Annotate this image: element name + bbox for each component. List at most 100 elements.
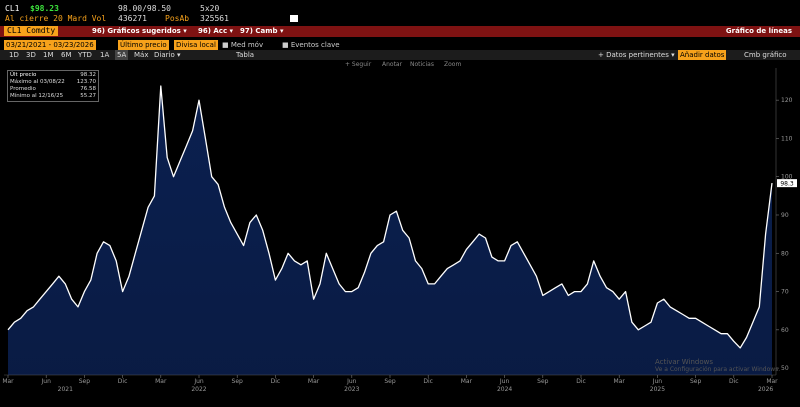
- watermark-title: Activar Windows: [655, 358, 713, 366]
- tool[interactable]: Noticias: [410, 61, 434, 68]
- x-tick-label: Jun: [652, 378, 663, 385]
- field[interactable]: Último precio: [118, 40, 169, 50]
- x-tick-label: Jun: [346, 378, 357, 385]
- legend-name: Últ precio: [10, 72, 37, 78]
- price: $98.23: [30, 4, 59, 13]
- tool[interactable]: Anotar: [382, 61, 403, 68]
- x-tick-label: Dic: [576, 378, 586, 385]
- y-tick-label: 110: [781, 135, 793, 142]
- table[interactable]: Tabla: [236, 51, 255, 59]
- legend-value: 76.58: [80, 86, 96, 92]
- range[interactable]: 5A: [115, 50, 129, 60]
- range[interactable]: YTD: [78, 51, 92, 59]
- legend-entry: Máximo al 03/08/22 123.70: [10, 79, 96, 86]
- last-price-label: 98.3: [780, 180, 794, 187]
- y-tick-label: 100: [781, 174, 793, 181]
- watermark-text: Ve a Configuración para activar Windows.: [655, 366, 781, 373]
- legend-name: Mínimo al 12/16/25: [10, 93, 64, 99]
- open-int-label: PosAb: [165, 14, 190, 23]
- x-tick-label: Dic: [271, 378, 281, 385]
- change-chart[interactable]: Cmb gráfico: [744, 51, 787, 59]
- toggle[interactable]: ■ Eventos clave: [282, 41, 340, 49]
- year-label: 2025: [650, 386, 665, 393]
- currency[interactable]: Divisa local: [174, 40, 218, 50]
- y-tick-label: 70: [781, 289, 789, 296]
- x-tick-label: Jun: [499, 378, 510, 385]
- legend-value: 55.27: [80, 93, 96, 99]
- tool[interactable]: Zoom: [444, 61, 462, 68]
- legend-entry: Últ precio 98.32: [10, 72, 96, 79]
- last-price-tag: [777, 179, 797, 188]
- range[interactable]: 1D: [9, 51, 19, 59]
- x-tick-label: Sep: [232, 378, 244, 385]
- legend-value: 123.70: [76, 79, 96, 85]
- tools-row: + Seguir Anotar Noticias Zoom: [0, 60, 800, 70]
- y-tick-label: 60: [781, 327, 789, 334]
- y-tick-label: 90: [781, 212, 789, 219]
- legend-name: Máximo al 03/08/22: [10, 79, 65, 85]
- x-tick-label: Dic: [423, 378, 433, 385]
- x-tick-label: Mar: [461, 378, 473, 385]
- x-tick-label: Sep: [690, 378, 702, 385]
- toggle-label: Med móv: [230, 41, 264, 49]
- x-tick-label: Mar: [155, 378, 167, 385]
- open-int: 325561: [200, 14, 229, 23]
- year-label: 2023: [344, 386, 359, 393]
- volume-row: Al cierre 20 Mard Vol 436271 PosAb 32556…: [0, 14, 800, 24]
- x-tick-label: Sep: [537, 378, 549, 385]
- toggle-label: Eventos clave: [290, 41, 340, 49]
- chart-kind: Gráfico de líneas: [725, 27, 792, 35]
- year-label: 2022: [191, 386, 206, 393]
- security-input[interactable]: CL1 Comdty: [4, 26, 59, 36]
- date-range[interactable]: 03/21/2021 - 03/23/2026: [4, 40, 96, 50]
- legend-entry: Mínimo al 12/16/25 55.27: [10, 93, 96, 100]
- close-label: Al cierre 20 Mard Vol: [5, 14, 107, 23]
- menu[interactable]: 97) Camb ▾: [240, 27, 284, 35]
- year-label: 2024: [497, 386, 512, 393]
- quote-row: CL1 $98.23 98.00/98.50 5x20: [0, 4, 800, 14]
- frequency[interactable]: Diario ▾: [154, 51, 181, 59]
- menu[interactable]: 96) Acc ▾: [198, 27, 234, 35]
- menu[interactable]: 96) Gráficos sugeridos ▾: [92, 27, 187, 35]
- x-tick-label: Mar: [2, 378, 14, 385]
- legend-entry: Promedio 76.58: [10, 86, 96, 93]
- volume: 436271: [118, 14, 147, 23]
- range[interactable]: 6M: [61, 51, 72, 59]
- x-tick-label: Jun: [41, 378, 52, 385]
- y-tick-label: 120: [781, 97, 793, 104]
- year-label: 2026: [758, 386, 773, 393]
- price-line: [7, 85, 773, 349]
- legend-name: Promedio: [10, 86, 36, 92]
- x-tick-label: Sep: [384, 378, 396, 385]
- legend-value: 98.32: [80, 72, 96, 78]
- toggle[interactable]: ■ Med móv: [222, 41, 264, 49]
- related-data[interactable]: + Datos pertinentes ▾: [598, 51, 675, 59]
- watermark: Activar Windows Ve a Configuración para …: [655, 358, 780, 374]
- range[interactable]: Máx: [134, 51, 149, 59]
- x-tick-label: Dic: [118, 378, 128, 385]
- tool[interactable]: + Seguir: [345, 61, 372, 68]
- x-tick-label: Mar: [766, 378, 778, 385]
- x-tick-label: Mar: [614, 378, 626, 385]
- x-tick-label: Sep: [79, 378, 91, 385]
- y-tick-label: 80: [781, 250, 789, 257]
- area: [8, 86, 772, 375]
- x-tick-label: Dic: [729, 378, 739, 385]
- input-box[interactable]: [290, 15, 298, 22]
- range[interactable]: 3D: [26, 51, 36, 59]
- settings-row: 03/21/2021 - 03/23/2026 Último precio Di…: [0, 40, 800, 50]
- size: 5x20: [200, 4, 220, 13]
- ticker: CL1: [5, 4, 20, 13]
- legend: Últ precio 98.32 Máximo al 03/08/22 123.70 P…: [7, 70, 99, 102]
- range[interactable]: 1A: [100, 51, 110, 59]
- bid-ask: 98.00/98.50: [118, 4, 171, 13]
- menu-bar: CL1 Comdty 96) Gráficos sugeridos ▾ 96) …: [0, 26, 800, 37]
- x-tick-label: Jun: [193, 378, 204, 385]
- add-data[interactable]: Añadir datos: [678, 50, 727, 60]
- y-tick-label: 50: [781, 365, 789, 372]
- range-row: 1D 3D 1M 6M YTD 1A 5A Máx Diario ▾ Tabla…: [0, 50, 800, 60]
- range[interactable]: 1M: [43, 51, 54, 59]
- x-tick-label: Mar: [308, 378, 320, 385]
